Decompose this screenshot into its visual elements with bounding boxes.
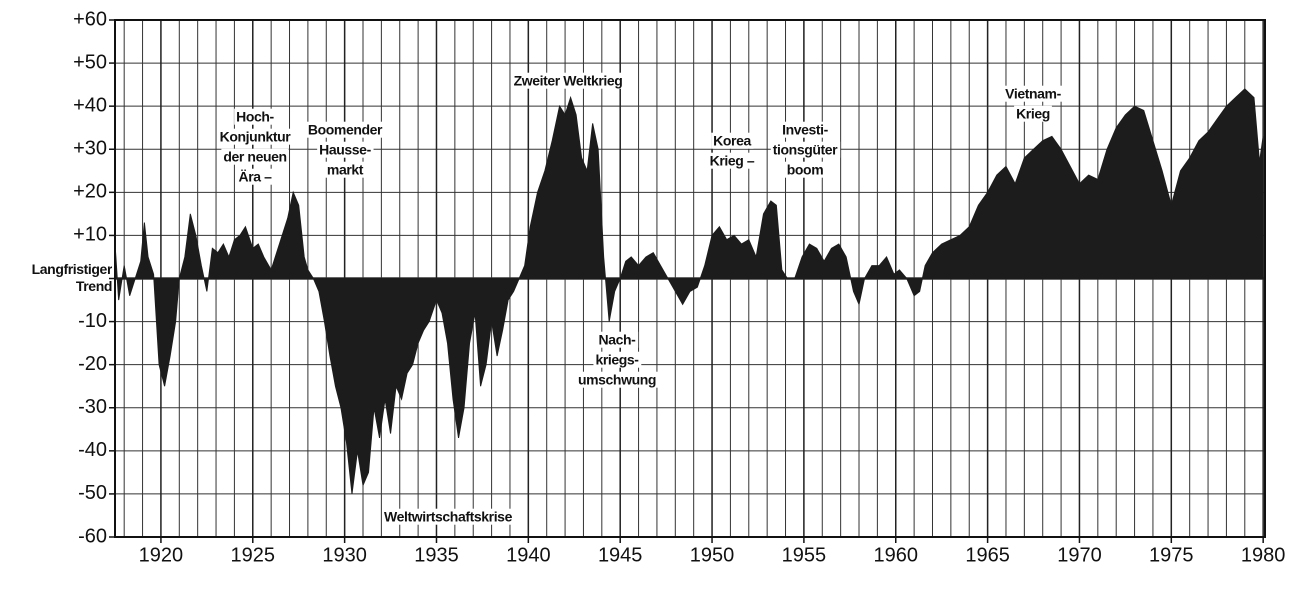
y-tick-label: -40 — [78, 439, 107, 461]
x-tick-label: 1925 — [231, 544, 276, 566]
annotation: markt — [327, 162, 364, 178]
annotation: Nach- — [599, 332, 637, 348]
annotation: Vietnam- — [1005, 86, 1061, 102]
annotation: boom — [787, 162, 824, 178]
annotation: Hausse- — [319, 142, 371, 158]
x-tick-label: 1980 — [1241, 544, 1286, 566]
annotation-bg — [575, 371, 659, 388]
annotation: Krieg — [1016, 106, 1050, 122]
y-tick-label: -60 — [78, 525, 107, 547]
x-tick-label: 1975 — [1149, 544, 1194, 566]
annotation-bg — [382, 508, 515, 525]
y-tick-label: -10 — [78, 310, 107, 332]
annotation: Korea — [713, 133, 751, 149]
plot-frame — [114, 19, 1266, 538]
y-tick-label: +10 — [73, 224, 107, 246]
annotation: Krieg – — [710, 153, 755, 169]
y-tick-label: +60 — [73, 8, 107, 30]
annotation-bg — [217, 128, 294, 145]
y-tick-label: Langfristiger Trend — [31, 260, 112, 294]
annotation-bg — [593, 351, 642, 368]
annotation: Investi- — [782, 122, 829, 138]
x-tick-label: 1965 — [965, 544, 1010, 566]
annotation: Hoch- — [236, 109, 274, 125]
y-tick-label: -50 — [78, 482, 107, 504]
annotation: Zweiter Weltkrieg — [514, 73, 623, 89]
annotation-bg — [234, 108, 277, 125]
annotation-bg — [707, 152, 757, 169]
annotation-bg — [324, 161, 366, 178]
y-tick-label: -20 — [78, 353, 107, 375]
x-tick-label: 1940 — [506, 544, 551, 566]
annotation-bg — [221, 148, 289, 165]
annotation-bg — [770, 141, 841, 158]
x-tick-label: 1935 — [414, 544, 459, 566]
y-tick-label: +50 — [73, 51, 107, 73]
annotation: Ära – — [238, 169, 272, 185]
annotation-bg — [511, 72, 625, 89]
x-tick-label: 1930 — [322, 544, 367, 566]
annotation: Boomender — [308, 122, 383, 138]
x-tick-label: 1955 — [782, 544, 827, 566]
x-tick-label: 1960 — [874, 544, 919, 566]
trend-label: Langfristiger Trend — [31, 260, 112, 294]
x-tick-label: 1950 — [690, 544, 735, 566]
annotation: der neuen — [223, 149, 286, 165]
y-tick-label: +20 — [73, 181, 107, 203]
annotation-bg — [1014, 105, 1052, 122]
annotation-bg — [596, 331, 639, 348]
y-tick-label: +30 — [73, 138, 107, 160]
area — [114, 88, 1264, 494]
x-tick-label: 1970 — [1057, 544, 1102, 566]
y-tick-label: +40 — [73, 94, 107, 116]
annotation: umschwung — [578, 372, 656, 388]
annotation: kriegs- — [595, 352, 639, 368]
x-tick-label: 1945 — [598, 544, 643, 566]
annotation-bg — [784, 161, 826, 178]
annotation-bg — [1003, 85, 1064, 102]
annotation-bg — [317, 141, 374, 158]
annotation-bg — [711, 132, 754, 149]
x-tick-label: 1920 — [139, 544, 184, 566]
annotation: tionsgüter — [773, 142, 838, 158]
annotation: Konjunktur — [220, 129, 292, 145]
annotation-bg — [305, 121, 386, 138]
annotation-bg — [236, 168, 275, 185]
annotation: Weltwirtschaftskrise — [384, 509, 513, 525]
y-tick-label: -30 — [78, 396, 107, 418]
annotation-bg — [780, 121, 831, 138]
